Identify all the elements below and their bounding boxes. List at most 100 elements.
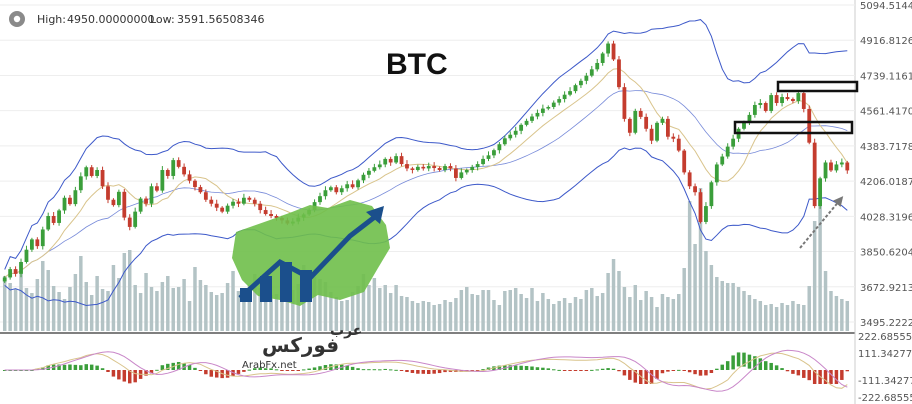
logo-arabic-main: فوركس: [262, 333, 339, 357]
macd-histogram-bar: [361, 369, 366, 371]
candle-up: [725, 146, 730, 157]
volume-bar: [214, 295, 219, 331]
macd-histogram-bar: [649, 370, 654, 384]
macd-histogram-bar: [568, 370, 572, 371]
macd-histogram-bar: [312, 367, 317, 370]
resistance-box-top: [776, 80, 859, 93]
volume-bar: [633, 285, 638, 331]
macd-histogram-bar: [378, 369, 382, 371]
macd-histogram-bar: [193, 367, 197, 370]
candle-down: [350, 184, 355, 188]
macd-histogram-bar: [513, 365, 518, 370]
volume-bar: [133, 285, 137, 331]
macd-histogram-bar: [301, 369, 306, 371]
macd-histogram-bar: [704, 370, 708, 376]
candle-up: [589, 69, 594, 76]
macd-histogram-bar: [269, 368, 273, 370]
volume-bar: [236, 291, 241, 331]
volume-bar: [584, 290, 589, 331]
volume-bar: [144, 273, 148, 331]
volume-bar: [345, 300, 349, 331]
candle-up: [492, 150, 496, 156]
candle-down: [203, 192, 208, 200]
candle-up: [361, 174, 366, 181]
macd-histogram-bar: [73, 364, 78, 370]
candle-down: [274, 216, 279, 218]
candle-down: [155, 186, 159, 191]
macd-histogram-bar: [812, 370, 817, 384]
candle-down: [693, 186, 697, 193]
macd-histogram-bar: [644, 370, 648, 384]
volume-bar: [557, 301, 561, 331]
macd-histogram-bar: [128, 370, 132, 384]
macd-histogram-bar: [475, 370, 480, 371]
macd-histogram-bar: [84, 364, 88, 370]
volume-bar: [443, 300, 447, 331]
volume-bar: [742, 291, 746, 331]
macd-histogram-bar: [845, 370, 850, 372]
volume-bar: [764, 305, 768, 331]
macd-histogram-bar: [291, 370, 295, 371]
volume-bar: [611, 259, 616, 331]
volume-bar: [41, 261, 45, 331]
volume-bar: [285, 296, 290, 331]
macd-histogram-bar: [780, 368, 784, 370]
price-tick-label: 4739.1161: [860, 71, 912, 82]
macd-histogram-bar: [236, 370, 241, 374]
candle-up: [540, 108, 545, 113]
high-value: 4950.00000000: [67, 13, 154, 26]
candle-up: [8, 269, 13, 278]
macd-histogram-bar: [715, 368, 719, 370]
candle-up: [475, 164, 480, 168]
candle-up: [225, 205, 230, 212]
candle-down: [649, 128, 654, 141]
macd-histogram-bar: [187, 364, 192, 370]
candle-up: [780, 97, 784, 104]
volume-bar: [149, 287, 154, 331]
macd-histogram-bar: [426, 370, 431, 375]
candle-down: [111, 199, 116, 206]
macd-histogram-bar: [394, 369, 398, 371]
volume-bar: [231, 271, 235, 331]
candle-down: [106, 186, 110, 200]
bollinger-upper-line: [4, 19, 848, 270]
candle-down: [13, 269, 18, 274]
candle-down: [252, 199, 257, 204]
volume-bar: [579, 299, 583, 331]
volume-bar: [225, 283, 230, 331]
macd-histogram-bar: [736, 352, 741, 367]
macd-histogram-bar: [274, 369, 279, 371]
bollinger-lower-line: [4, 147, 848, 307]
macd-histogram-bar: [225, 370, 230, 378]
volume-bar: [30, 293, 34, 331]
macd-histogram-bar: [388, 369, 393, 371]
price-tick-label: 4916.8126: [860, 36, 912, 47]
candle-up: [573, 85, 578, 92]
macd-histogram-bar: [432, 370, 436, 374]
volume-bar: [51, 286, 56, 331]
arabfx-logo: فوركس عرب ArabFx.net: [232, 200, 390, 371]
volume-bar: [13, 289, 18, 331]
candle-up: [318, 196, 322, 203]
candle-down: [68, 197, 72, 205]
candle-down: [214, 203, 219, 208]
candle-up: [606, 43, 611, 54]
volume-bar: [693, 244, 697, 331]
macd-histogram-bar: [263, 368, 268, 370]
volume-bar: [731, 283, 735, 331]
gear-icon[interactable]: [9, 11, 25, 27]
candle-up: [84, 167, 89, 177]
volume-bar: [89, 295, 94, 331]
candle-down: [845, 162, 850, 171]
candle-up: [519, 124, 524, 131]
candle-down: [100, 170, 105, 187]
volume-bar: [769, 304, 773, 331]
macd-histogram-bar: [144, 370, 148, 376]
volume-bar: [323, 282, 328, 331]
volume-bar: [367, 285, 371, 331]
volume-bar: [405, 297, 409, 331]
macd-histogram-bar: [628, 370, 632, 380]
macd-histogram-bar: [791, 370, 795, 374]
volume-bar: [399, 296, 404, 331]
macd-histogram-bar: [584, 370, 589, 371]
